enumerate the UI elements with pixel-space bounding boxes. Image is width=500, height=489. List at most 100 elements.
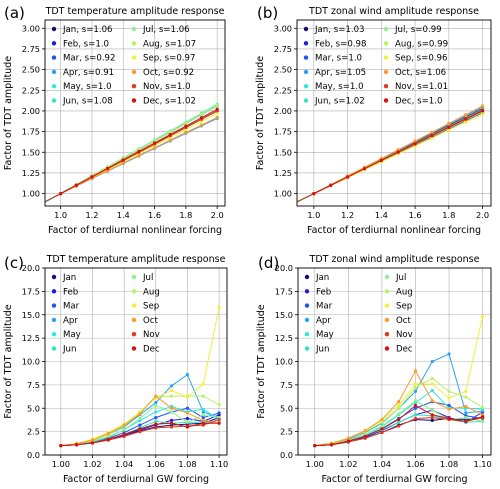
x-tick-label: 1.02 [83, 459, 101, 469]
y-tick-label: 1.50 [22, 147, 40, 157]
legend-marker [303, 41, 309, 46]
data-point [464, 113, 468, 117]
data-point [413, 399, 418, 403]
legend-label: Oct [396, 316, 411, 326]
y-tick-label: 17.5 [275, 286, 293, 296]
legend-label: Apr [63, 316, 78, 326]
plot-area [313, 315, 485, 448]
data-point [217, 421, 221, 425]
data-point [154, 416, 158, 420]
data-point [106, 437, 110, 441]
legend-marker [51, 69, 57, 75]
legend-label: Jul [142, 273, 153, 283]
data-point [154, 422, 158, 426]
data-point [413, 139, 417, 143]
chart-title: TDT temperature amplitude response [45, 6, 225, 17]
x-axis-label: Factor of terdiurnal nonlinear forcing [307, 225, 481, 236]
data-point [380, 417, 384, 422]
legend-marker [384, 289, 390, 294]
data-point [346, 439, 350, 443]
legend-marker [383, 98, 389, 103]
legend-marker [131, 98, 137, 103]
legend-marker [131, 303, 137, 308]
y-tick-label: 15.0 [275, 310, 293, 320]
legend-label: Feb [316, 287, 331, 297]
data-point [430, 130, 434, 134]
legend-marker [383, 26, 389, 32]
data-point [170, 394, 174, 398]
legend-label: Jan [62, 273, 76, 283]
data-point [90, 441, 95, 445]
y-tick-label: 1.25 [274, 168, 292, 178]
data-point [397, 403, 401, 408]
legend-marker [303, 84, 309, 89]
x-tick-label: 1.10 [210, 459, 228, 469]
data-point [201, 382, 205, 386]
data-point [138, 416, 142, 421]
x-tick-label: 1.2 [85, 210, 98, 220]
data-point [413, 382, 418, 386]
legend-label: Aug [396, 287, 413, 297]
data-point [396, 150, 400, 154]
x-tick-label: 1.0 [54, 210, 67, 220]
legend-label: Feb, s=0.98 [315, 39, 367, 49]
legend: Jan, s=1.06 Feb, s=1.0 Mar, s=0.92 Apr, s=0… [51, 25, 196, 107]
y-axis-label: Factor of TDT amplitude [255, 56, 266, 170]
data-point [215, 103, 219, 107]
series-line [314, 377, 483, 447]
data-point [152, 138, 157, 143]
data-point [170, 418, 174, 423]
data-point [413, 386, 418, 390]
data-point [447, 403, 451, 408]
data-point [464, 404, 468, 408]
y-tick-label: 3.00 [274, 23, 292, 33]
legend-label: Mar [63, 302, 80, 312]
data-point [464, 120, 468, 124]
chart-title: TDT zonal wind amplitude response [309, 254, 480, 265]
panel-label: (b) [257, 4, 278, 22]
data-point [481, 415, 485, 419]
legend-marker [131, 289, 137, 294]
data-point [430, 418, 434, 423]
legend-marker [384, 274, 390, 280]
data-point [154, 410, 158, 414]
data-point [380, 427, 384, 431]
y-tick-label: 1.25 [22, 168, 40, 178]
data-point [138, 430, 142, 434]
legend-marker [51, 98, 57, 103]
y-tick-label: 5.0 [280, 403, 293, 413]
data-point [215, 115, 219, 120]
legend-marker [384, 332, 390, 337]
legend-label: Apr, s=0.91 [63, 68, 114, 78]
data-point [122, 423, 126, 427]
legend-marker [131, 69, 137, 75]
x-tick-label: 1.4 [117, 210, 130, 220]
data-point [329, 443, 334, 447]
legend-marker [51, 317, 57, 323]
y-tick-label: 0.0 [27, 450, 40, 460]
data-point [199, 116, 204, 120]
legend-label: Mar, s=1.0 [315, 54, 362, 64]
y-tick-label: 1.00 [22, 189, 40, 199]
data-point [464, 419, 468, 423]
y-tick-label: 2.5 [280, 427, 293, 437]
legend-marker [51, 289, 57, 294]
data-point [464, 411, 468, 415]
legend-label: Jun [315, 345, 329, 355]
x-tick-label: 1.10 [473, 459, 491, 469]
panel-label: (a) [4, 4, 25, 22]
data-point [362, 167, 367, 171]
legend-label: Dec [396, 345, 413, 355]
data-point [106, 166, 110, 170]
y-tick-label: 1.50 [274, 147, 292, 157]
y-tick-label: 2.5 [27, 427, 40, 437]
y-tick-label: 20.0 [22, 263, 40, 273]
chart-title: TDT temperature amplitude response [46, 254, 226, 265]
y-tick-label: 12.5 [275, 333, 293, 343]
data-point [215, 107, 219, 111]
data-point [185, 406, 190, 410]
legend-marker [131, 26, 137, 32]
data-point [138, 412, 142, 416]
legend-label: Sep, s=0.96 [395, 54, 447, 64]
panel-c: (c) TDT temperature amplitude response Fac… [3, 254, 228, 485]
